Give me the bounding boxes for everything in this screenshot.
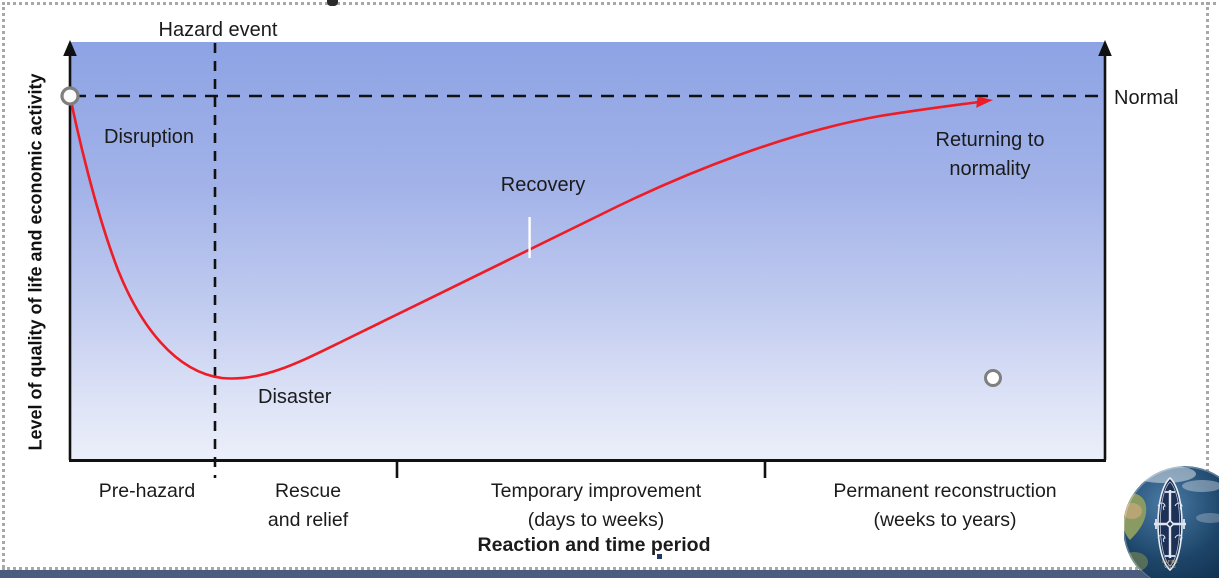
globe-crest-logo: IN FIDE VADE — [1124, 466, 1219, 578]
permanent-line-1: Permanent reconstruction — [833, 480, 1057, 502]
disruption-label: Disruption — [104, 126, 195, 148]
returning-line-1: Returning to — [935, 129, 1045, 151]
phase-pre-hazard: Pre-hazard — [98, 480, 196, 502]
globe-earth — [1124, 466, 1219, 578]
bird-icon — [1157, 502, 1166, 511]
cropped-text-artifact-top — [327, 0, 338, 6]
bird-icon — [1174, 534, 1183, 543]
crest-motto-line1: IN FIDE — [1162, 559, 1178, 564]
crest-birds — [1157, 502, 1183, 543]
cropped-text-artifact-bottom — [657, 554, 662, 559]
plot-background — [71, 42, 1104, 460]
returning-to-normality-label: Returning to normality — [936, 126, 1045, 184]
selection-border-bottom — [2, 567, 1216, 570]
returning-line-2: normality — [949, 158, 1031, 180]
bottom-accent-bar — [0, 570, 1219, 578]
temporary-line-2: (days to weeks) — [527, 509, 665, 531]
phase-rescue-and-relief: Rescue and relief — [268, 477, 348, 535]
bird-icon — [1174, 502, 1183, 511]
hazard-event-label: Hazard event — [158, 19, 278, 41]
continent-shape — [1124, 503, 1142, 519]
normal-label: Normal — [1114, 87, 1179, 109]
y-axis-label: Level of quality of life and economic ac… — [25, 73, 46, 451]
recovery-label: Recovery — [500, 174, 586, 196]
rescue-line-1: Rescue — [274, 480, 342, 502]
phase-temporary-improvement: Temporary improvement (days to weeks) — [491, 477, 701, 535]
bird-icon — [1157, 534, 1166, 543]
cloud-shape — [1182, 480, 1219, 492]
permanent-line-2: (weeks to years) — [873, 509, 1017, 531]
selection-border-top — [2, 2, 1216, 5]
globe-rim — [1124, 466, 1219, 578]
crest-motto-line2: VADE — [1164, 564, 1176, 569]
cloud-shape — [1196, 513, 1219, 523]
selection-border-left — [2, 2, 5, 568]
crest-cross-icon — [1154, 490, 1186, 558]
phase-permanent-reconstruction: Permanent reconstruction (weeks to years… — [833, 477, 1056, 535]
selection-border-right — [1206, 2, 1209, 568]
x-axis-title: Reaction and time period — [477, 534, 711, 556]
disaster-label: Disaster — [258, 386, 332, 408]
rescue-line-2: and relief — [267, 509, 349, 531]
temporary-line-1: Temporary improvement — [490, 480, 702, 502]
